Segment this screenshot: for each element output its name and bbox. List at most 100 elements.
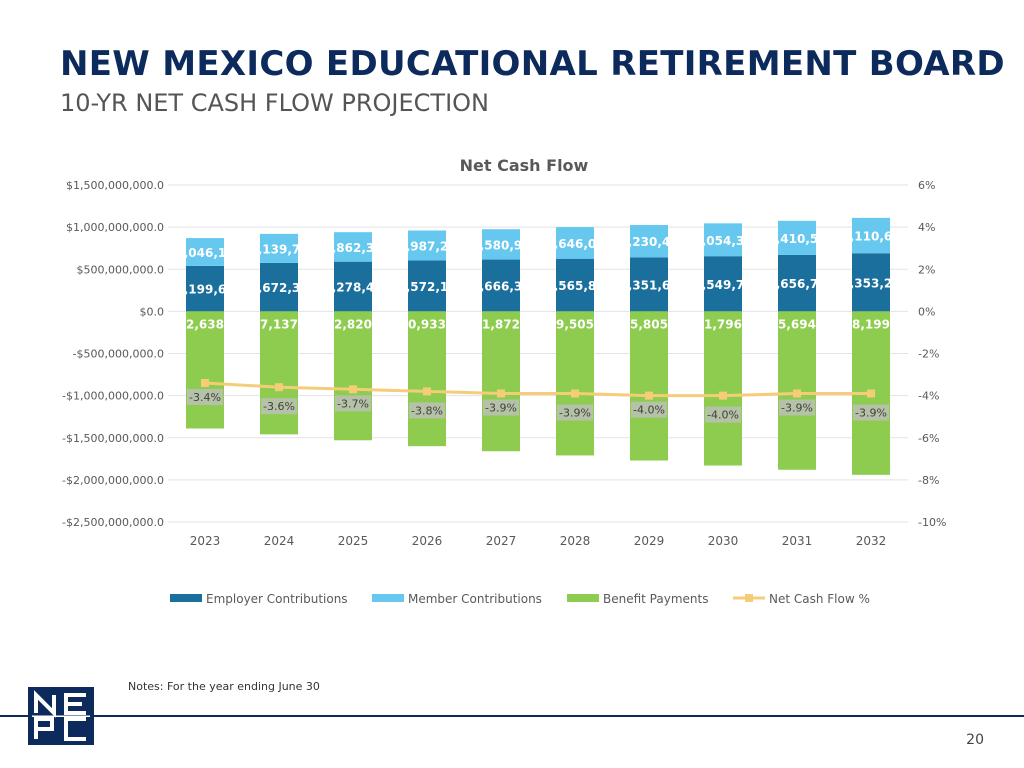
y2-tick-label: 2%: [918, 263, 935, 276]
net-label-box: [557, 404, 593, 421]
net-cash-flow-marker: [201, 378, 209, 387]
benefit-bar: [408, 311, 446, 447]
legend-swatch: [170, 594, 202, 602]
benefit-bar: [630, 311, 668, 461]
y2-tick-label: 0%: [918, 305, 935, 318]
net-label-box: [631, 401, 667, 418]
x-tick-label: 2027: [486, 534, 517, 548]
employer-data-label: ,549,7: [702, 278, 745, 292]
x-tick-label: 2030: [708, 534, 739, 548]
employer-bar: [334, 261, 372, 312]
y-tick-label: -$500,000,000.0: [73, 348, 164, 361]
employer-bar: [704, 256, 742, 312]
member-bar: [334, 232, 372, 262]
member-bar: [482, 229, 520, 260]
employer-data-label: ,565,8: [554, 279, 597, 293]
employer-data-label: ,199,6: [184, 283, 227, 297]
employer-bar: [852, 253, 890, 312]
x-tick-label: 2032: [856, 534, 887, 548]
net-label-box: [853, 404, 889, 421]
benefit-bar: [186, 311, 224, 429]
member-bar: [778, 220, 816, 255]
legend-swatch: [372, 594, 404, 602]
net-label-box: [779, 399, 815, 416]
benefit-data-label: 1,796: [704, 317, 742, 331]
member-data-label: ,862,3: [332, 241, 375, 255]
y2-tick-label: 6%: [918, 179, 935, 192]
member-bar: [260, 233, 298, 263]
benefit-data-label: 7,137: [260, 317, 298, 331]
y-tick-label: $500,000,000.0: [77, 263, 164, 276]
benefit-bar: [334, 311, 372, 441]
x-tick-label: 2031: [782, 534, 813, 548]
member-bar: [186, 238, 224, 266]
net-cash-flow-marker: [867, 389, 875, 398]
net-data-label: -3.9%: [781, 402, 813, 415]
x-tick-label: 2024: [264, 534, 295, 548]
footer-rule: [0, 715, 1024, 717]
employer-data-label: ,353,2: [850, 276, 893, 290]
member-bar: [852, 217, 890, 254]
employer-data-label: ,656,7: [776, 277, 819, 291]
net-cash-flow-marker: [423, 387, 431, 396]
member-bar: [408, 230, 446, 261]
legend-label: Net Cash Flow %: [769, 592, 870, 606]
net-data-label: -3.9%: [855, 407, 887, 420]
net-data-label: -3.4%: [189, 391, 221, 404]
legend-label: Employer Contributions: [206, 592, 348, 606]
net-label-box: [187, 388, 223, 405]
benefit-bar: [556, 311, 594, 456]
legend-label: Benefit Payments: [603, 592, 708, 606]
net-cash-flow-marker: [571, 389, 579, 398]
x-tick-label: 2023: [190, 534, 221, 548]
net-cash-flow-marker: [793, 389, 801, 398]
benefit-data-label: 8,199: [852, 317, 890, 331]
y2-tick-label: -2%: [918, 348, 939, 361]
y2-tick-label: 4%: [918, 221, 935, 234]
y-tick-label: $1,000,000,000.0: [66, 221, 164, 234]
y2-tick-label: -10%: [918, 516, 946, 529]
employer-bar: [186, 265, 224, 312]
net-data-label: -3.9%: [485, 402, 517, 415]
member-bar: [704, 223, 742, 257]
member-bar: [630, 225, 668, 258]
net-cash-flow-line: [204, 381, 871, 398]
net-cash-flow-marker: [719, 391, 727, 400]
net-data-label: -4.0%: [707, 409, 739, 422]
member-data-label: ,646,0: [554, 237, 597, 251]
legend-label: Member Contributions: [408, 592, 542, 606]
net-cash-flow-marker: [275, 383, 283, 392]
benefit-data-label: 5,805: [630, 317, 668, 331]
legend-marker: [745, 594, 753, 602]
employer-data-label: ,572,1: [406, 280, 449, 294]
benefit-data-label: 9,505: [556, 317, 594, 331]
benefit-data-label: 2,638: [186, 317, 224, 331]
member-data-label: ,580,9: [480, 238, 523, 252]
employer-data-label: ,666,3: [480, 279, 523, 293]
member-data-label: ,230,4: [628, 235, 671, 249]
net-cash-flow-marker: [349, 385, 357, 394]
net-label-box: [409, 402, 445, 419]
notes-text: Notes: For the year ending June 30: [128, 680, 320, 693]
net-data-label: -3.8%: [411, 404, 443, 417]
x-tick-label: 2025: [338, 534, 369, 548]
member-data-label: ,110,6: [850, 230, 893, 244]
benefit-data-label: 1,872: [482, 317, 520, 331]
member-data-label: ,046,1: [184, 246, 227, 260]
page-title: NEW MEXICO EDUCATIONAL RETIREMENT BOARD: [60, 44, 1005, 84]
y-tick-label: -$2,000,000,000.0: [62, 474, 164, 487]
benefit-data-label: 5,694: [778, 317, 816, 331]
y-tick-label: $0.0: [140, 305, 165, 318]
benefit-data-label: 2,820: [334, 317, 372, 331]
y-tick-label: $1,500,000,000.0: [66, 179, 164, 192]
member-data-label: ,139,7: [258, 242, 301, 256]
y2-tick-label: -8%: [918, 474, 939, 487]
employer-bar: [556, 258, 594, 312]
net-label-box: [335, 395, 371, 412]
net-data-label: -4.0%: [633, 404, 665, 417]
y-tick-label: -$1,000,000,000.0: [62, 390, 164, 403]
member-data-label: ,410,5: [776, 232, 819, 246]
y2-tick-label: -4%: [918, 390, 939, 403]
employer-bar: [778, 254, 816, 312]
y-tick-label: -$2,500,000,000.0: [62, 516, 164, 529]
